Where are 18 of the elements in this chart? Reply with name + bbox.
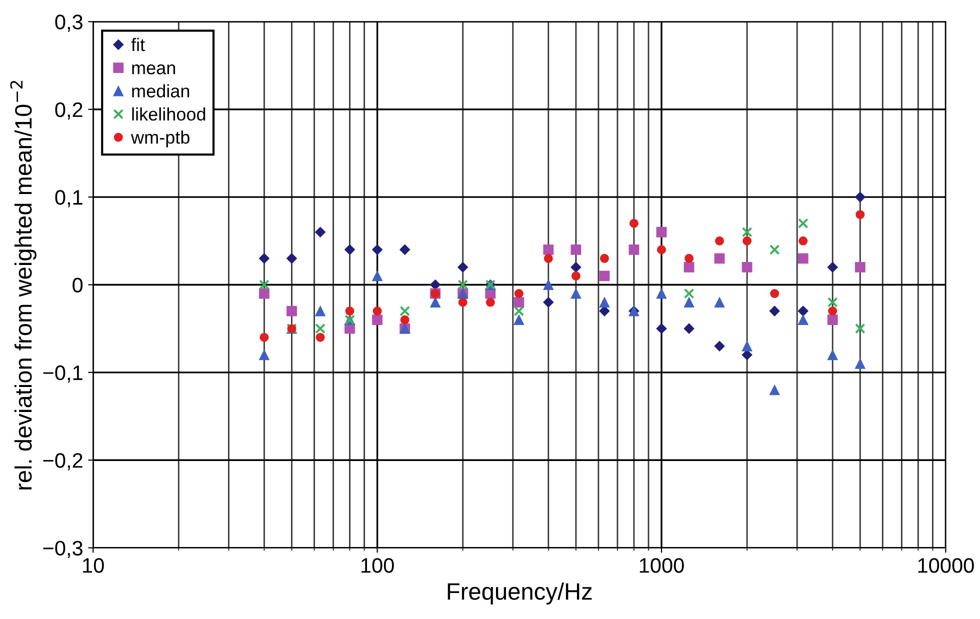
legend-label: likelihood	[132, 107, 206, 121]
x-tick-label: 10000	[918, 558, 974, 573]
legend-label: fit	[131, 38, 145, 52]
y-tick-label: −0,2	[43, 453, 82, 470]
x-axis-title: Frequency/Hz	[448, 582, 592, 605]
y-tick-label: −0,1	[43, 365, 82, 383]
legend-label: wm-ptb	[130, 130, 190, 148]
y-axis-title: rel. deviation from weighted mean/10$^{−2}$	[10, 80, 36, 490]
y-tick-label: 0,2	[55, 102, 82, 120]
x-tick-label: 1000	[640, 558, 684, 573]
y-tick-label: 0,3	[55, 14, 82, 32]
x-tick-label: 100	[362, 558, 394, 573]
x-tick-label: 10	[83, 558, 104, 573]
y-tick-label: −0,3	[43, 540, 82, 558]
legend-label: median	[132, 84, 190, 98]
legend-label: mean	[132, 64, 176, 74]
y-tick-label: 0,1	[55, 190, 82, 208]
y-tick-label: 0	[72, 278, 83, 292]
